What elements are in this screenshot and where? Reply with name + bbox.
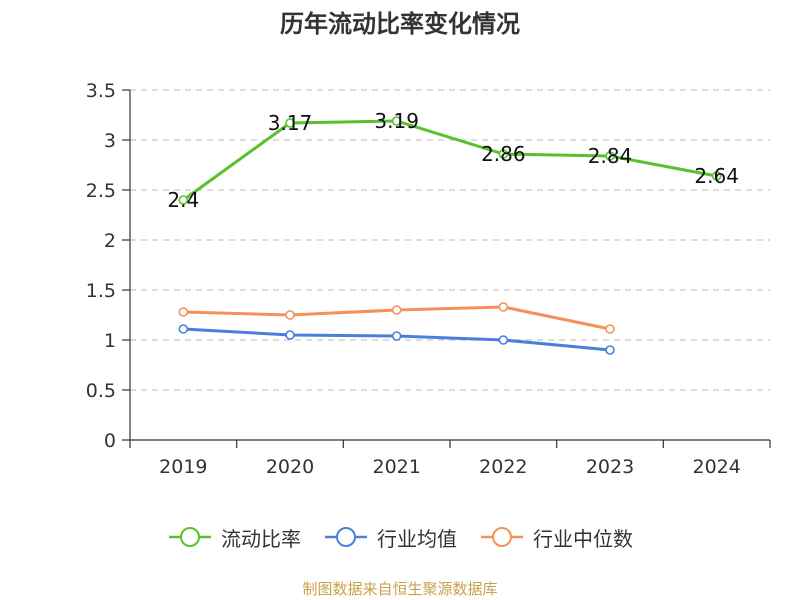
data-point — [498, 335, 509, 345]
data-label: 2.4 — [167, 188, 199, 212]
legend-marker — [336, 527, 356, 547]
legend: 流动比率 行业均值 行业中位数 — [0, 520, 800, 554]
y-tick-label: 0.5 — [86, 380, 116, 402]
x-tick-label: 2019 — [159, 456, 207, 478]
data-point — [178, 307, 189, 317]
source-note: 制图数据来自恒生聚源数据库 — [302, 580, 498, 598]
x-tick-label: 2024 — [692, 456, 740, 478]
data-point — [178, 195, 189, 205]
data-label: 2.64 — [694, 164, 739, 188]
grid-lines — [130, 89, 770, 391]
y-tick-label: 3.5 — [86, 80, 116, 102]
legend-item[interactable]: 行业均值 — [323, 523, 457, 552]
chart-title: 历年流动比率变化情况 — [280, 10, 520, 38]
legend-marker — [180, 527, 200, 547]
y-tick-label: 1.5 — [86, 280, 116, 302]
data-point — [391, 331, 402, 341]
data-point — [391, 116, 402, 126]
legend-item[interactable]: 行业中位数 — [479, 523, 633, 552]
axes: 0 0.5 1 1.5 2 2.5 3 3.5 2019 2020 2021 2022 2023 2024 — [86, 80, 771, 478]
x-tick-label: 2022 — [479, 456, 527, 478]
data-point — [605, 345, 615, 355]
legend-symbol-icon — [481, 527, 523, 547]
legend-label: 行业中位数 — [533, 526, 633, 551]
x-tick-label: 2021 — [372, 456, 420, 478]
data-point — [285, 310, 295, 320]
x-tick-label: 2023 — [586, 456, 634, 478]
data-point — [178, 324, 189, 334]
legend-item[interactable]: 流动比率 — [167, 523, 301, 552]
y-tick-label: 3 — [104, 130, 116, 152]
data-point — [498, 302, 509, 312]
data-labels: 2.4 3.17 3.19 2.86 2.84 2.64 — [167, 109, 739, 212]
data-label: 3.17 — [268, 111, 313, 135]
y-tick-label: 0 — [104, 430, 116, 452]
y-tick-label: 2.5 — [86, 180, 116, 202]
legend-symbol-icon — [169, 527, 211, 547]
series-line-0 — [182, 119, 717, 202]
legend-label: 行业均值 — [377, 526, 457, 551]
data-point — [391, 305, 402, 315]
legend-marker — [492, 527, 512, 547]
y-tick-label: 1 — [104, 330, 116, 352]
data-label: 2.86 — [481, 142, 526, 166]
x-tick-label: 2020 — [266, 456, 314, 478]
data-label: 3.19 — [374, 109, 419, 133]
data-point — [605, 324, 615, 334]
data-point — [285, 330, 295, 340]
data-point — [605, 151, 615, 161]
y-tick-label: 2 — [104, 230, 116, 252]
data-label: 2.84 — [588, 144, 633, 168]
data-point — [285, 118, 295, 128]
data-point — [498, 149, 509, 159]
series-lines — [178, 116, 722, 355]
legend-label: 流动比率 — [221, 526, 301, 551]
legend-symbol-icon — [325, 527, 367, 547]
data-point — [711, 171, 722, 181]
